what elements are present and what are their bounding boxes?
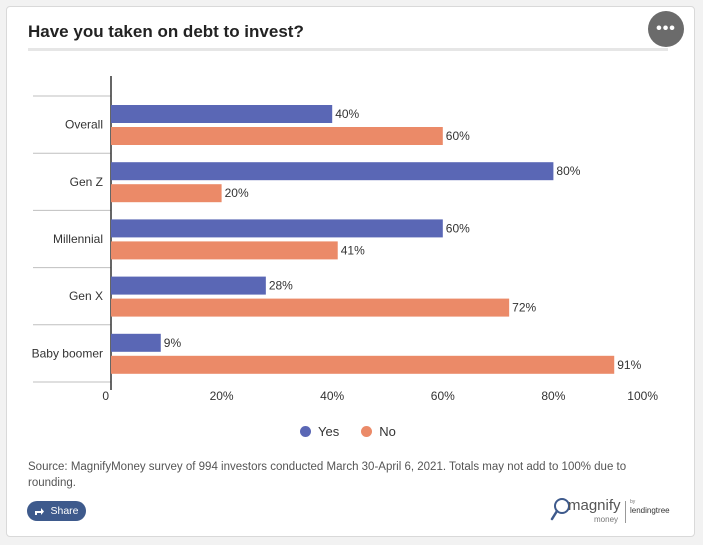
legend-swatch-no — [361, 426, 373, 437]
data-label: 91% — [617, 358, 641, 372]
bar-no — [111, 241, 338, 260]
share-label: Share — [50, 505, 79, 517]
x-tick-label: 0 — [102, 389, 109, 403]
data-label: 9% — [164, 336, 182, 350]
bar-yes — [111, 219, 443, 238]
bar-no — [111, 355, 615, 374]
x-tick-label: 100% — [627, 389, 658, 403]
x-tick-label: 80% — [541, 389, 565, 403]
data-label: 41% — [341, 243, 365, 257]
bar-yes — [111, 276, 266, 295]
legend-swatch-yes — [300, 426, 311, 437]
logo-magnify-text: magnify — [568, 497, 621, 514]
logo-lendingtree-text: lendingtree — [630, 506, 670, 515]
source-note: Source: MagnifyMoney survey of 994 inves… — [28, 461, 627, 489]
bar-chart: Overall 40% 60% Gen Z 80% 20% Millennial 60% 41%… — [32, 76, 658, 403]
bar-yes — [111, 162, 554, 181]
bar-no — [111, 127, 443, 145]
more-options-button[interactable]: ••• — [648, 11, 684, 47]
logo-divider — [625, 501, 626, 523]
logo-money-text: money — [594, 515, 619, 524]
chart-legend: Yes No — [300, 424, 396, 439]
chart-title: Have you taken on debt to invest? — [28, 22, 304, 41]
data-label: 60% — [446, 129, 470, 143]
category-label: Gen Z — [70, 175, 103, 189]
data-label: 60% — [446, 221, 470, 235]
magnifier-icon — [550, 498, 570, 521]
logo-by-text: by — [630, 499, 636, 505]
bar-yes — [111, 333, 161, 352]
legend-label-no: No — [379, 424, 396, 439]
data-label: 80% — [556, 164, 580, 178]
x-tick-label: 60% — [431, 389, 455, 403]
category-label: Gen X — [69, 289, 103, 303]
data-label: 72% — [512, 301, 536, 315]
legend-item-yes[interactable]: Yes — [300, 424, 339, 439]
legend-item-no[interactable]: No — [361, 424, 396, 439]
data-label: 40% — [335, 107, 359, 121]
legend-label-yes: Yes — [318, 424, 340, 439]
bar-no — [111, 298, 510, 317]
chart-card — [6, 6, 695, 537]
x-tick-label: 40% — [320, 389, 344, 403]
category-label: Overall — [65, 118, 103, 132]
x-tick-label: 20% — [210, 389, 234, 403]
data-label: 20% — [225, 186, 249, 200]
title-divider — [28, 48, 668, 51]
bar-no — [111, 184, 222, 203]
category-label: Millennial — [53, 232, 103, 246]
magnifymoney-logo: magnify money by lendingtree — [550, 495, 674, 531]
share-button[interactable]: Share — [27, 501, 86, 521]
data-label: 28% — [269, 279, 293, 293]
bar-yes — [111, 105, 333, 123]
category-label: Baby boomer — [32, 346, 103, 360]
share-icon — [35, 507, 45, 515]
